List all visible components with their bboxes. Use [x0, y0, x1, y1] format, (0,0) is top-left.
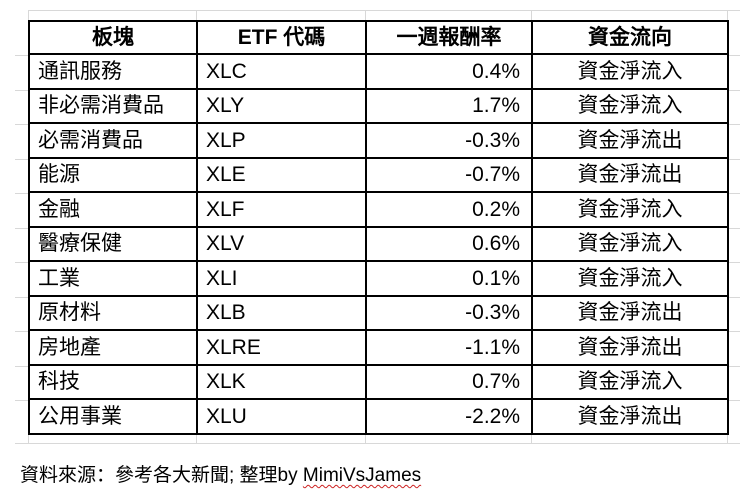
author-credit: MimiVsJames — [302, 465, 422, 486]
ticker-cell: XLI — [196, 260, 367, 297]
table-row: 公用事業 XLU -2.2% 資金淨流出 — [28, 398, 729, 435]
flow-cell: 資金淨流入 — [531, 191, 729, 228]
return-cell: 0.4% — [365, 53, 533, 90]
return-cell: 0.6% — [365, 225, 533, 262]
ticker-cell: XLE — [196, 156, 367, 193]
table-row: 必需消費品 XLP -0.3% 資金淨流出 — [28, 122, 729, 159]
ticker-cell: XLB — [196, 294, 367, 331]
table-row: 房地產 XLRE -1.1% 資金淨流出 — [28, 329, 729, 366]
return-cell: -0.3% — [365, 294, 533, 331]
flow-cell: 資金淨流入 — [531, 363, 729, 400]
table-row: 工業 XLI 0.1% 資金淨流入 — [28, 260, 729, 297]
sector-cell: 能源 — [28, 156, 198, 193]
return-cell: -1.1% — [365, 329, 533, 366]
flow-cell: 資金淨流出 — [531, 329, 729, 366]
col-header-etf-code: ETF 代碼 — [196, 20, 367, 55]
table-row: 通訊服務 XLC 0.4% 資金淨流入 — [28, 53, 729, 90]
ticker-cell: XLF — [196, 191, 367, 228]
ticker-cell: XLY — [196, 87, 367, 124]
col-header-sector: 板塊 — [28, 20, 198, 55]
return-cell: -2.2% — [365, 398, 533, 435]
source-note: 資料來源：參考各大新聞; 整理by MimiVsJames — [20, 460, 421, 487]
sector-cell: 醫療保健 — [28, 225, 198, 262]
ticker-cell: XLP — [196, 122, 367, 159]
sector-cell: 非必需消費品 — [28, 87, 198, 124]
source-note-text: 資料來源：參考各大新聞; 整理by — [20, 465, 303, 486]
col-header-weekly-return: 一週報酬率 — [365, 20, 533, 55]
table-row: 原材料 XLB -0.3% 資金淨流出 — [28, 294, 729, 331]
table-row: 非必需消費品 XLY 1.7% 資金淨流入 — [28, 87, 729, 124]
sector-cell: 金融 — [28, 191, 198, 228]
flow-cell: 資金淨流出 — [531, 156, 729, 193]
flow-cell: 資金淨流出 — [531, 294, 729, 331]
flow-cell: 資金淨流出 — [531, 398, 729, 435]
return-cell: 0.1% — [365, 260, 533, 297]
sector-cell: 房地產 — [28, 329, 198, 366]
flow-cell: 資金淨流入 — [531, 87, 729, 124]
ticker-cell: XLV — [196, 225, 367, 262]
table-row: 金融 XLF 0.2% 資金淨流入 — [28, 191, 729, 228]
sector-cell: 科技 — [28, 363, 198, 400]
sector-cell: 工業 — [28, 260, 198, 297]
return-cell: -0.7% — [365, 156, 533, 193]
col-header-fund-flow: 資金流向 — [531, 20, 729, 55]
flow-cell: 資金淨流入 — [531, 225, 729, 262]
header-row: 板塊 ETF 代碼 一週報酬率 資金流向 — [28, 20, 729, 55]
return-cell: 0.2% — [365, 191, 533, 228]
sector-cell: 必需消費品 — [28, 122, 198, 159]
sector-cell: 原材料 — [28, 294, 198, 331]
table-row: 醫療保健 XLV 0.6% 資金淨流入 — [28, 225, 729, 262]
return-cell: 1.7% — [365, 87, 533, 124]
ticker-cell: XLK — [196, 363, 367, 400]
sector-cell: 通訊服務 — [28, 53, 198, 90]
ticker-cell: XLU — [196, 398, 367, 435]
flow-cell: 資金淨流入 — [531, 260, 729, 297]
table-row: 能源 XLE -0.7% 資金淨流出 — [28, 156, 729, 193]
ticker-cell: XLRE — [196, 329, 367, 366]
return-cell: 0.7% — [365, 363, 533, 400]
sector-cell: 公用事業 — [28, 398, 198, 435]
etf-fund-flow-table: 板塊 ETF 代碼 一週報酬率 資金流向 通訊服務 XLC 0.4% 資金淨流入… — [28, 20, 729, 435]
return-cell: -0.3% — [365, 122, 533, 159]
table-row: 科技 XLK 0.7% 資金淨流入 — [28, 363, 729, 400]
flow-cell: 資金淨流入 — [531, 53, 729, 90]
flow-cell: 資金淨流出 — [531, 122, 729, 159]
ticker-cell: XLC — [196, 53, 367, 90]
